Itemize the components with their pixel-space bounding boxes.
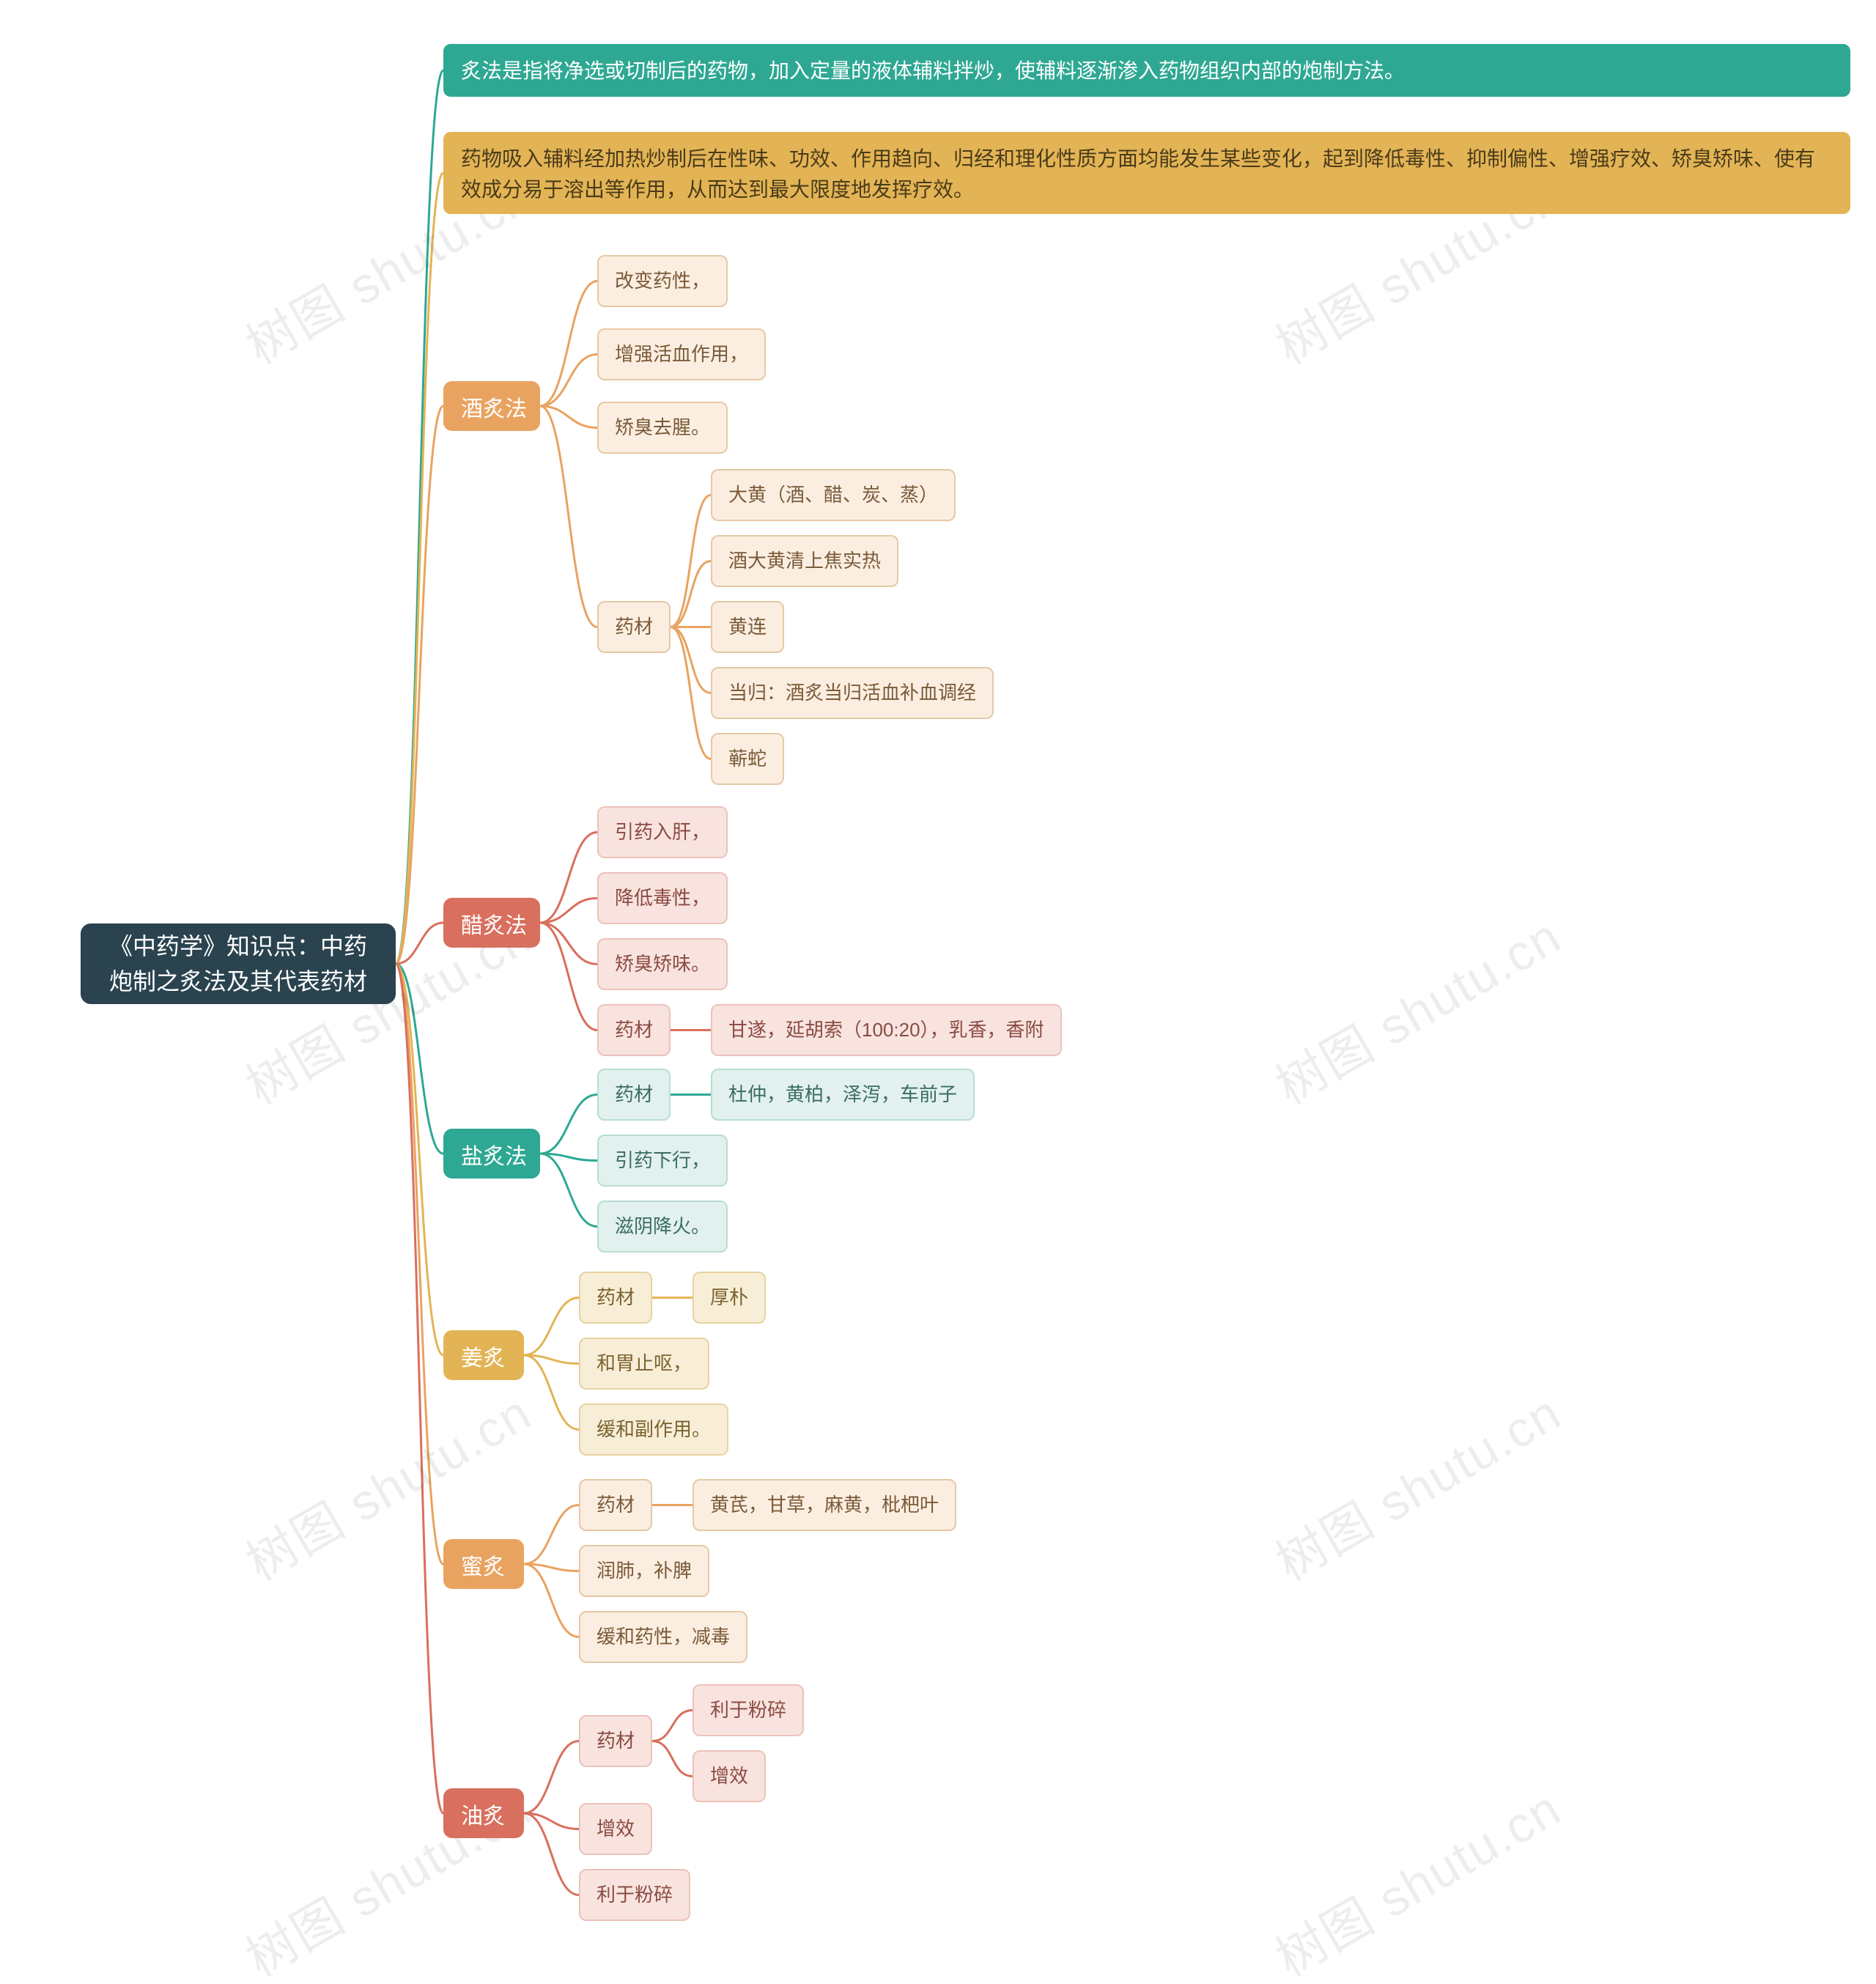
node-jiu_3[interactable]: 矫臭去腥。 bbox=[597, 402, 728, 454]
node-label: 缓和副作用。 bbox=[597, 1418, 711, 1440]
node-label: 改变药性， bbox=[615, 270, 710, 292]
node-label: 药材 bbox=[597, 1730, 635, 1752]
node-label: 降低毒性， bbox=[615, 887, 710, 909]
watermark: 树图 shutu.cn bbox=[1260, 1769, 1572, 1984]
node-jiu_yc_4[interactable]: 当归：酒炙当归活血补血调经 bbox=[711, 667, 994, 719]
node-label: 增强活血作用， bbox=[615, 343, 748, 365]
node-label: 酒大黄清上焦实热 bbox=[728, 550, 881, 572]
node-label: 盐炙法 bbox=[461, 1145, 527, 1169]
node-mi_1[interactable]: 润肺，补脾 bbox=[579, 1545, 709, 1597]
node-jiu_yc_5[interactable]: 蕲蛇 bbox=[711, 733, 784, 785]
node-yan_yc[interactable]: 药材 bbox=[597, 1069, 671, 1121]
node-cu_2[interactable]: 降低毒性， bbox=[597, 872, 728, 924]
watermark: 树图 shutu.cn bbox=[1260, 1373, 1572, 1595]
node-label: 药材 bbox=[615, 1019, 653, 1041]
node-label: 酒炙法 bbox=[461, 397, 527, 421]
node-label: 缓和药性，减毒 bbox=[597, 1626, 730, 1648]
node-label: 黄连 bbox=[728, 616, 767, 638]
node-cu_yc_1[interactable]: 甘遂，延胡索（100:20），乳香，香附 bbox=[711, 1004, 1062, 1056]
node-yan_2[interactable]: 滋阴降火。 bbox=[597, 1201, 728, 1253]
node-mi_yc_1[interactable]: 黄芪，甘草，麻黄，枇杷叶 bbox=[693, 1479, 956, 1531]
node-yan_yc_1[interactable]: 杜仲，黄柏，泽泻，车前子 bbox=[711, 1069, 975, 1121]
node-root[interactable]: 《中药学》知识点：中药炮制之炙法及其代表药材 bbox=[81, 923, 396, 1004]
node-you_yc_2[interactable]: 增效 bbox=[693, 1750, 766, 1802]
node-jiang_yc_1[interactable]: 厚朴 bbox=[693, 1272, 766, 1324]
node-label: 药材 bbox=[615, 616, 653, 638]
node-jiang_1[interactable]: 和胃止呕， bbox=[579, 1338, 709, 1390]
node-m_jiang[interactable]: 姜炙 bbox=[443, 1330, 524, 1380]
node-m_jiu[interactable]: 酒炙法 bbox=[443, 381, 540, 431]
node-label: 润肺，补脾 bbox=[597, 1560, 692, 1582]
node-label: 矫臭矫味。 bbox=[615, 953, 710, 975]
node-label: 增效 bbox=[597, 1818, 635, 1840]
node-m_mi[interactable]: 蜜炙 bbox=[443, 1539, 524, 1589]
node-label: 姜炙 bbox=[461, 1346, 505, 1371]
node-m_cu[interactable]: 醋炙法 bbox=[443, 898, 540, 948]
node-m_yan[interactable]: 盐炙法 bbox=[443, 1129, 540, 1179]
node-jiu_yc_2[interactable]: 酒大黄清上焦实热 bbox=[711, 535, 898, 587]
node-label: 矫臭去腥。 bbox=[615, 416, 710, 438]
node-jiu_yc[interactable]: 药材 bbox=[597, 601, 671, 653]
node-m_you[interactable]: 油炙 bbox=[443, 1788, 524, 1838]
node-label: 炙法是指将净选或切制后的药物，加入定量的液体辅料拌炒，使辅料逐渐渗入药物组织内部… bbox=[461, 59, 1405, 82]
node-mi_2[interactable]: 缓和药性，减毒 bbox=[579, 1611, 747, 1663]
node-label: 厚朴 bbox=[710, 1286, 748, 1308]
node-label: 甘遂，延胡索（100:20），乳香，香附 bbox=[728, 1019, 1044, 1041]
node-def1[interactable]: 炙法是指将净选或切制后的药物，加入定量的液体辅料拌炒，使辅料逐渐渗入药物组织内部… bbox=[443, 44, 1850, 97]
watermark: 树图 shutu.cn bbox=[1260, 896, 1572, 1118]
node-label: 黄芪，甘草，麻黄，枇杷叶 bbox=[710, 1494, 939, 1516]
node-you_2[interactable]: 利于粉碎 bbox=[579, 1869, 690, 1921]
node-label: 杜仲，黄柏，泽泻，车前子 bbox=[728, 1083, 957, 1105]
node-label: 蕲蛇 bbox=[728, 748, 767, 770]
node-label: 药材 bbox=[615, 1083, 653, 1105]
node-mi_yc[interactable]: 药材 bbox=[579, 1479, 652, 1531]
node-you_yc_1[interactable]: 利于粉碎 bbox=[693, 1684, 804, 1736]
node-label: 和胃止呕， bbox=[597, 1352, 692, 1374]
node-label: 大黄（酒、醋、炭、蒸） bbox=[728, 484, 938, 506]
node-jiang_2[interactable]: 缓和副作用。 bbox=[579, 1404, 728, 1456]
node-label: 药材 bbox=[597, 1286, 635, 1308]
node-you_1[interactable]: 增效 bbox=[579, 1803, 652, 1855]
node-jiu_yc_3[interactable]: 黄连 bbox=[711, 601, 784, 653]
node-label: 增效 bbox=[710, 1765, 748, 1787]
node-jiu_2[interactable]: 增强活血作用， bbox=[597, 328, 766, 380]
node-label: 《中药学》知识点：中药炮制之炙法及其代表药材 bbox=[98, 929, 378, 999]
node-cu_yc[interactable]: 药材 bbox=[597, 1004, 671, 1056]
node-label: 醋炙法 bbox=[461, 914, 527, 938]
node-label: 滋阴降火。 bbox=[615, 1215, 710, 1237]
node-cu_3[interactable]: 矫臭矫味。 bbox=[597, 938, 728, 990]
node-label: 利于粉碎 bbox=[710, 1699, 786, 1721]
node-yan_1[interactable]: 引药下行， bbox=[597, 1135, 728, 1187]
node-label: 引药下行， bbox=[615, 1149, 710, 1171]
node-label: 蜜炙 bbox=[461, 1555, 505, 1579]
node-label: 利于粉碎 bbox=[597, 1884, 673, 1906]
node-label: 药物吸入辅料经加热炒制后在性味、功效、作用趋向、归经和理化性质方面均能发生某些变… bbox=[461, 147, 1815, 201]
mindmap-canvas: 树图 shutu.cn树图 shutu.cn树图 shutu.cn树图 shut… bbox=[0, 0, 1876, 1984]
node-jiu_1[interactable]: 改变药性， bbox=[597, 255, 728, 307]
node-label: 当归：酒炙当归活血补血调经 bbox=[728, 682, 976, 704]
node-label: 油炙 bbox=[461, 1804, 505, 1829]
node-you_yc[interactable]: 药材 bbox=[579, 1715, 652, 1767]
node-jiu_yc_1[interactable]: 大黄（酒、醋、炭、蒸） bbox=[711, 469, 956, 521]
node-def2[interactable]: 药物吸入辅料经加热炒制后在性味、功效、作用趋向、归经和理化性质方面均能发生某些变… bbox=[443, 132, 1850, 214]
node-cu_1[interactable]: 引药入肝， bbox=[597, 806, 728, 858]
node-label: 药材 bbox=[597, 1494, 635, 1516]
node-label: 引药入肝， bbox=[615, 821, 710, 843]
node-jiang_yc[interactable]: 药材 bbox=[579, 1272, 652, 1324]
